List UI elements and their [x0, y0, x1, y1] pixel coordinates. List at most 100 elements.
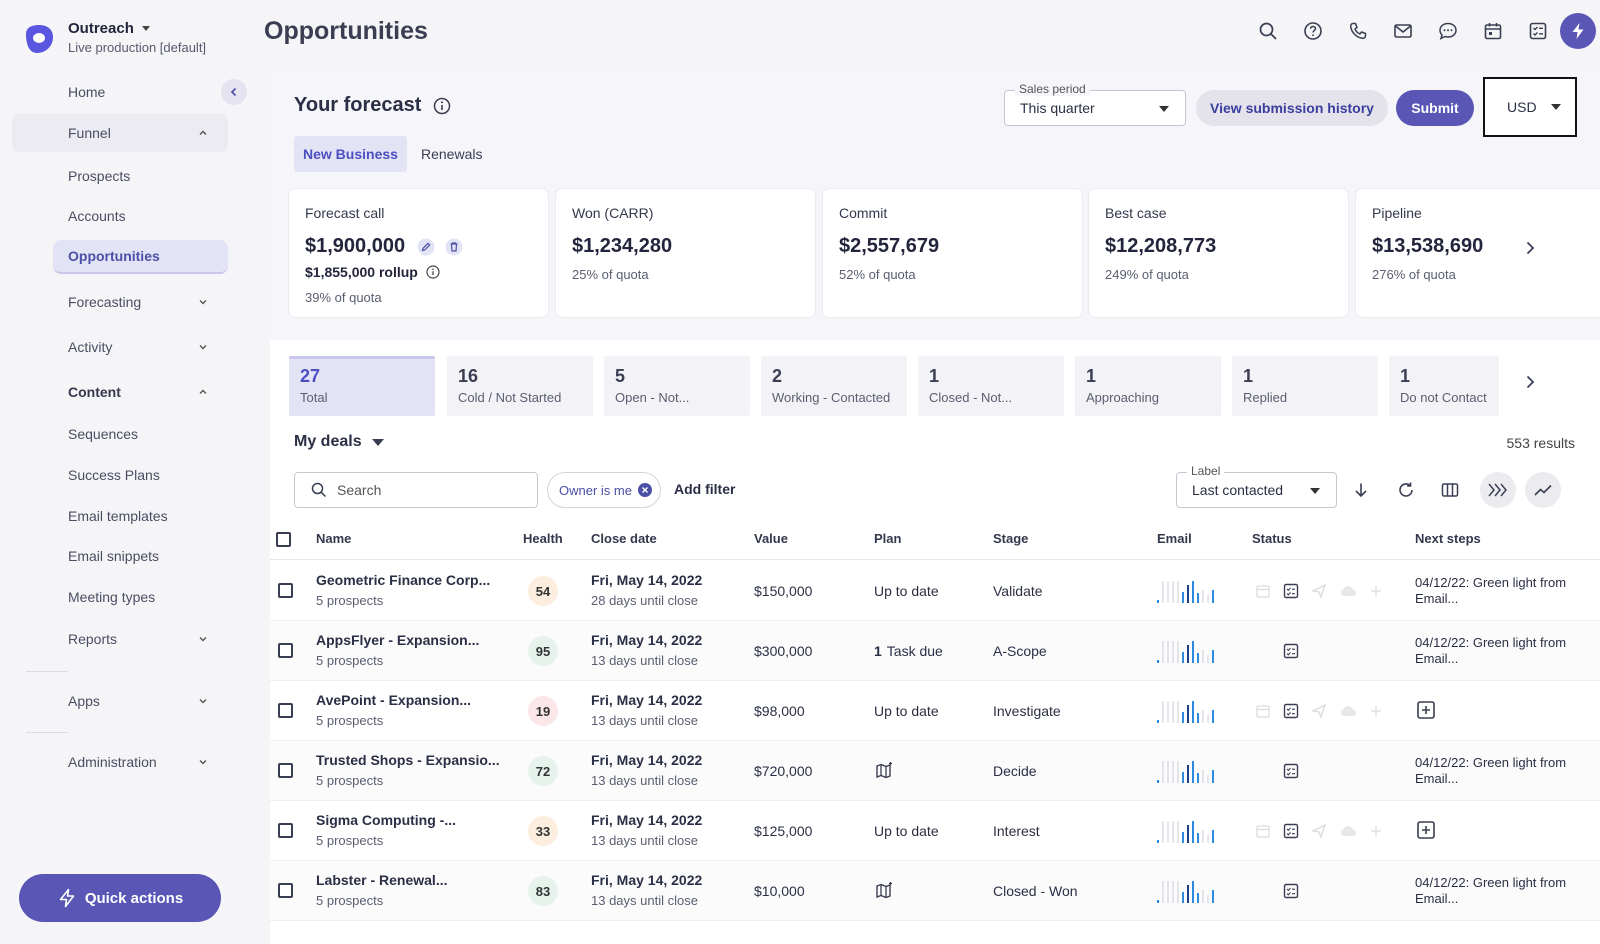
trend-view-button[interactable] [1525, 472, 1561, 508]
sidebar-item-funnel[interactable]: Funnel [12, 114, 228, 152]
forecast-card-forecast-call[interactable]: Forecast call $1,900,000 $1,855,000 roll… [289, 189, 548, 317]
next-steps-cell[interactable] [1415, 699, 1437, 721]
column-header-close-date[interactable]: Close date [591, 531, 657, 546]
tasks-icon[interactable] [1283, 883, 1299, 899]
my-deals-view-select[interactable]: My deals [294, 433, 384, 451]
stage-tile-do-not-contact[interactable]: 1 Do not Contact [1389, 356, 1499, 416]
table-row[interactable]: Trusted Shops - Expansio... 5 prospects 72… [270, 741, 1600, 801]
row-checkbox[interactable] [278, 703, 293, 718]
columns-button[interactable] [1438, 478, 1462, 502]
deal-name[interactable]: Sigma Computing -... [316, 812, 456, 828]
deal-name[interactable]: Trusted Shops - Expansio... [316, 752, 500, 768]
deal-name[interactable]: Labster - Renewal... [316, 872, 448, 888]
currency-select[interactable]: USD [1483, 77, 1577, 137]
forecast-card-best-case[interactable]: Best case $12,208,773 249% of quota [1089, 189, 1348, 317]
tasks-icon[interactable] [1526, 19, 1550, 43]
search-input[interactable] [337, 482, 517, 498]
next-steps-cell[interactable]: 04/12/22: Green light from Email... [1415, 575, 1566, 607]
stage-tile-closed[interactable]: 1 Closed - Not... [918, 356, 1064, 416]
success-plan-icon[interactable] [874, 761, 894, 781]
forecast-card-pipeline[interactable]: Pipeline $13,538,690 276% of quota [1356, 189, 1600, 317]
sidebar-item-sequences[interactable]: Sequences [12, 415, 228, 453]
row-checkbox[interactable] [278, 643, 293, 658]
pipeline-view-button[interactable] [1480, 472, 1516, 508]
column-header-stage[interactable]: Stage [993, 531, 1029, 546]
deal-name-cell[interactable]: Sigma Computing -... 5 prospects [316, 812, 456, 848]
column-header-plan[interactable]: Plan [874, 531, 902, 546]
plan-cell[interactable]: Up to date [874, 703, 939, 719]
info-icon[interactable] [426, 265, 440, 279]
deal-name-cell[interactable]: Trusted Shops - Expansio... 5 prospects [316, 752, 500, 788]
sort-direction-button[interactable] [1349, 478, 1373, 502]
sidebar-item-content[interactable]: Content [12, 373, 228, 411]
plan-cell[interactable] [874, 761, 894, 781]
add-next-step-icon[interactable] [1415, 819, 1437, 841]
sidebar-item-email-templates[interactable]: Email templates [12, 497, 228, 535]
quick-actions-button[interactable]: Quick actions [19, 874, 221, 922]
sidebar-item-prospects[interactable]: Prospects [12, 157, 228, 195]
tasks-icon[interactable] [1283, 643, 1299, 659]
sidebar-item-success-plans[interactable]: Success Plans [12, 456, 228, 494]
owner-filter-chip[interactable]: Owner is me [547, 472, 661, 508]
column-header-health[interactable]: Health [523, 531, 563, 546]
deal-name-cell[interactable]: AppsFlyer - Expansion... 5 prospects [316, 632, 479, 668]
stage-tile-replied[interactable]: 1 Replied [1232, 356, 1378, 416]
tasks-icon[interactable] [1283, 583, 1299, 599]
select-all-checkbox[interactable] [276, 532, 291, 547]
stage-tile-total[interactable]: 27 Total [289, 356, 435, 416]
chat-icon[interactable] [1436, 19, 1460, 43]
stage-tile-open[interactable]: 5 Open - Not... [604, 356, 750, 416]
sidebar-item-administration[interactable]: Administration [12, 743, 228, 781]
column-header-email[interactable]: Email [1157, 531, 1192, 546]
sidebar-item-accounts[interactable]: Accounts [12, 197, 228, 235]
stage-tile-working[interactable]: 2 Working - Contacted [761, 356, 907, 416]
next-steps-cell[interactable]: 04/12/22: Green light from Email... [1415, 755, 1566, 787]
sidebar-item-opportunities[interactable]: Opportunities [53, 240, 228, 274]
tab-renewals[interactable]: Renewals [421, 146, 483, 162]
sidebar-item-forecasting[interactable]: Forecasting [12, 283, 228, 321]
pencil-icon[interactable] [417, 238, 435, 256]
forecast-card-commit[interactable]: Commit $2,557,679 52% of quota [823, 189, 1082, 317]
table-row[interactable]: Sigma Computing -... 5 prospects 33 Fri, Ma… [270, 801, 1600, 861]
column-header-name[interactable]: Name [316, 531, 352, 546]
table-row[interactable]: Labster - Renewal... 5 prospects 83 Fri, Ma… [270, 861, 1600, 921]
submit-button[interactable]: Submit [1396, 90, 1474, 126]
next-steps-cell[interactable] [1415, 819, 1437, 841]
next-steps-cell[interactable]: 04/12/22: Green light from Email... [1415, 635, 1566, 667]
collapse-sidebar-button[interactable] [221, 79, 247, 105]
plan-cell[interactable]: 1 Task due [874, 643, 943, 659]
sidebar-item-home[interactable]: Home [12, 73, 228, 111]
calendar-icon[interactable] [1481, 19, 1505, 43]
tasks-icon[interactable] [1283, 763, 1299, 779]
row-checkbox[interactable] [278, 823, 293, 838]
tasks-icon[interactable] [1283, 703, 1299, 719]
forecast-card-won[interactable]: Won (CARR) $1,234,280 25% of quota [556, 189, 815, 317]
tab-new-business[interactable]: New Business [294, 136, 407, 172]
success-plan-icon[interactable] [874, 881, 894, 901]
deal-name[interactable]: AppsFlyer - Expansion... [316, 632, 480, 648]
table-row[interactable]: Geometric Finance Corp... 5 prospects 54 Fr… [270, 561, 1600, 621]
next-steps-cell[interactable]: 04/12/22: Green light from Email... [1415, 875, 1566, 907]
deal-name-cell[interactable]: Geometric Finance Corp... 5 prospects [316, 572, 490, 608]
sales-period-select[interactable]: Sales period This quarter [1004, 82, 1186, 126]
plan-cell[interactable]: Up to date [874, 583, 939, 599]
column-header-status[interactable]: Status [1252, 531, 1292, 546]
deal-name-cell[interactable]: Labster - Renewal... 5 prospects [316, 872, 447, 908]
tasks-icon[interactable] [1283, 823, 1299, 839]
help-icon[interactable] [1301, 19, 1325, 43]
phone-icon[interactable] [1346, 19, 1370, 43]
table-row[interactable]: AppsFlyer - Expansion... 5 prospects 95 Fri… [270, 621, 1600, 681]
view-submission-history-button[interactable]: View submission history [1196, 90, 1388, 126]
sidebar-item-reports[interactable]: Reports [12, 620, 228, 658]
add-filter-button[interactable]: Add filter [674, 481, 736, 497]
chevron-right-icon[interactable] [1520, 372, 1540, 392]
sidebar-item-email-snippets[interactable]: Email snippets [12, 537, 228, 575]
deal-name[interactable]: Geometric Finance Corp... [316, 572, 491, 588]
refresh-button[interactable] [1394, 478, 1418, 502]
plan-cell[interactable]: Up to date [874, 823, 939, 839]
sidebar-item-activity[interactable]: Activity [12, 328, 228, 366]
info-icon[interactable] [433, 97, 451, 115]
chevron-right-icon[interactable] [1520, 238, 1540, 258]
add-next-step-icon[interactable] [1415, 699, 1437, 721]
row-checkbox[interactable] [278, 583, 293, 598]
